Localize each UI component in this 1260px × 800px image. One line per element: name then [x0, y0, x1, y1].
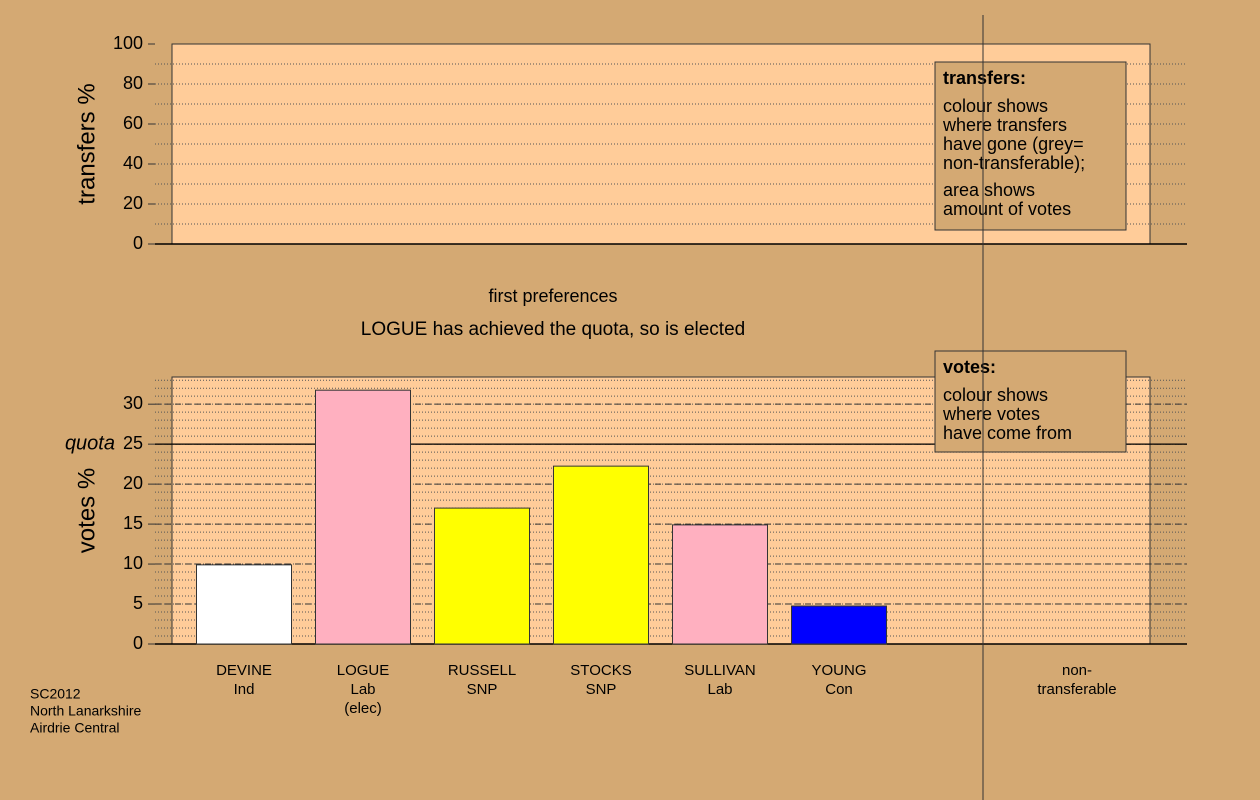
- legend-text: have gone (grey=: [943, 134, 1084, 154]
- bar: [672, 524, 768, 645]
- legend-box: [934, 61, 1127, 231]
- chart-subtitle: LOGUE has achieved the quota, so is elec…: [361, 319, 745, 340]
- y-axis-label: transfers %: [73, 83, 100, 204]
- x-tick-label: non-: [1062, 662, 1092, 679]
- bar: [434, 507, 530, 645]
- x-tick-label: Lab: [350, 681, 375, 698]
- x-tick-label: Con: [825, 681, 853, 698]
- y-tick-label: 0: [133, 633, 143, 653]
- bar: [553, 465, 649, 645]
- x-tick-label: RUSSELL: [448, 662, 516, 679]
- legend-text: colour shows: [943, 385, 1048, 405]
- legend-text: non-transferable);: [943, 153, 1085, 173]
- y-tick-label: 10: [123, 553, 143, 573]
- y-tick-label: 0: [133, 233, 143, 253]
- x-tick-label: SULLIVAN: [684, 662, 755, 679]
- y-tick-label: 15: [123, 513, 143, 533]
- x-tick-label: Ind: [234, 681, 255, 698]
- legend-text: colour shows: [943, 96, 1048, 116]
- x-tick-label: SNP: [467, 681, 498, 698]
- x-tick-label: SNP: [586, 681, 617, 698]
- legend-title: transfers:: [943, 68, 1026, 88]
- y-tick-label: 20: [123, 473, 143, 493]
- y-tick-label: 100: [113, 33, 143, 53]
- x-tick-label: STOCKS: [570, 662, 631, 679]
- bar: [791, 605, 887, 645]
- x-tick-label: Lab: [707, 681, 732, 698]
- y-tick-label: 20: [123, 193, 143, 213]
- x-tick-label: (elec): [344, 700, 382, 717]
- bar: [196, 564, 292, 645]
- y-tick-label: 40: [123, 153, 143, 173]
- legend-text: where votes: [942, 404, 1040, 424]
- legend-title: votes:: [943, 357, 996, 377]
- y-tick-label: 60: [123, 113, 143, 133]
- quota-label: quota: [65, 432, 115, 454]
- x-tick-label: transferable: [1037, 681, 1116, 698]
- y-tick-label: 25: [123, 433, 143, 453]
- bar: [315, 389, 411, 645]
- y-tick-label: 5: [133, 593, 143, 613]
- legend-box: [934, 350, 1127, 453]
- legend-text: amount of votes: [943, 199, 1071, 219]
- x-tick-label: LOGUE: [337, 662, 390, 679]
- y-axis-label: votes %: [73, 468, 100, 553]
- x-tick-label: YOUNG: [811, 662, 866, 679]
- footnote: Airdrie Central: [30, 720, 119, 736]
- chart-title: first preferences: [488, 286, 617, 306]
- y-tick-label: 30: [123, 393, 143, 413]
- legend-text: where transfers: [942, 115, 1067, 135]
- y-tick-label: 80: [123, 73, 143, 93]
- footnote: North Lanarkshire: [30, 703, 141, 719]
- legend-text: area shows: [943, 180, 1035, 200]
- footnote: SC2012: [30, 686, 81, 702]
- x-tick-label: DEVINE: [216, 662, 272, 679]
- legend-text: have come from: [943, 423, 1072, 443]
